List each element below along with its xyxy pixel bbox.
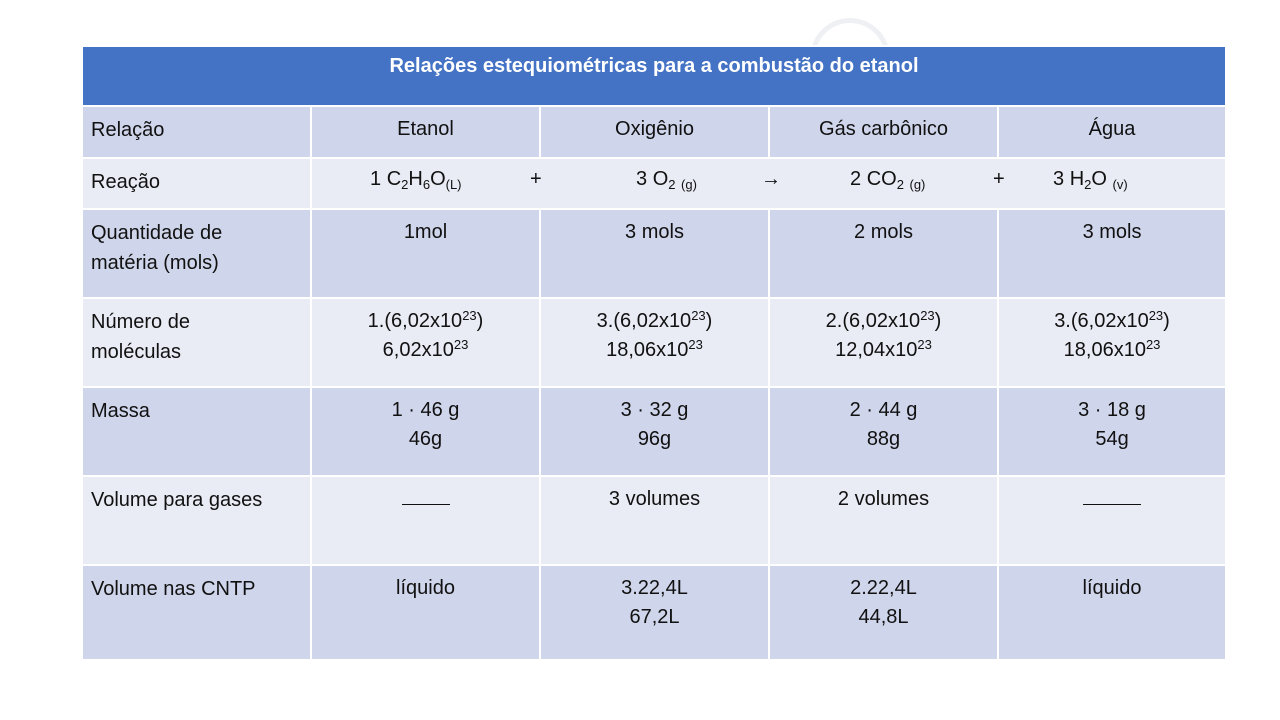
reaction-equation: 1 C2H6O(L) + 3 O2 (g) → 2 CO2 (g) + 3 H2… [309, 157, 1228, 210]
reaction-row: Reação 1 C2H6O(L) + 3 O2 (g) → 2 CO2 (g)… [81, 157, 1228, 210]
formula-carbon-dioxide: 2 CO2 (g) [850, 168, 926, 192]
cntp-carbon-dioxide: 2.22,4L 44,8L [768, 564, 999, 661]
row-label-gas-volume: Volume para gases [81, 475, 312, 566]
plus-sign: + [993, 168, 1005, 190]
quantity-oxygen: 3 mols [539, 208, 770, 299]
row-label-cntp: Volume nas CNTP [81, 564, 312, 661]
mass-ethanol: 1 · 46 g 46g [310, 386, 541, 477]
molecules-carbon-dioxide: 2.(6,02x1023) 12,04x1023 [768, 297, 999, 388]
formula-ethanol: 1 C2H6O(L) [370, 168, 462, 192]
mass-oxygen: 3 · 32 g 96g [539, 386, 770, 477]
row-label-molecules: Número de moléculas [81, 297, 312, 388]
table-header-row: Relação Etanol Oxigênio Gás carbônico Ág… [81, 105, 1228, 159]
mass-carbon-dioxide: 2 · 44 g 88g [768, 386, 999, 477]
header-relation: Relação [81, 105, 312, 159]
header-ethanol: Etanol [310, 105, 541, 159]
quantity-water: 3 mols [996, 208, 1228, 299]
cntp-ethanol: líquido [310, 564, 541, 661]
reaction-arrow-icon: → [761, 168, 781, 190]
gas-volume-ethanol [310, 475, 541, 566]
mass-water: 3 · 18 g 54g [996, 386, 1228, 477]
row-label-mass: Massa [81, 386, 312, 477]
molecules-water: 3.(6,02x1023) 18,06x1023 [996, 297, 1228, 388]
plus-sign: + [530, 168, 542, 190]
molecules-row: Número de moléculas 1.(6,02x1023) 6,02x102… [81, 297, 1228, 388]
header-oxygen: Oxigênio [539, 105, 770, 159]
cntp-water: líquido [996, 564, 1228, 661]
cntp-oxygen: 3.22,4L 67,2L [539, 564, 770, 661]
blank-line [1083, 486, 1142, 505]
cntp-row: Volume nas CNTP líquido 3.22,4L 67,2L 2.2… [81, 564, 1228, 661]
gas-volume-water [996, 475, 1228, 566]
row-label-reaction: Reação [81, 157, 312, 210]
gas-volume-row: Volume para gases 3 volumes 2 volumes [81, 475, 1228, 566]
formula-oxygen: 3 O2 (g) [636, 168, 697, 192]
molecules-oxygen: 3.(6,02x1023) 18,06x1023 [539, 297, 770, 388]
quantity-ethanol: 1mol [310, 208, 541, 299]
quantity-row: Quantidade de matéria (mols) 1mol 3 mols … [81, 208, 1228, 299]
stoichiometry-table: Relações estequiométricas para a combust… [80, 45, 1228, 661]
header-water: Água [996, 105, 1228, 159]
quantity-carbon-dioxide: 2 mols [768, 208, 999, 299]
row-label-quantity: Quantidade de matéria (mols) [81, 208, 312, 299]
blank-line [401, 486, 450, 505]
table-title: Relações estequiométricas para a combust… [80, 45, 1228, 107]
gas-volume-carbon-dioxide: 2 volumes [768, 475, 999, 566]
header-carbon-dioxide: Gás carbônico [768, 105, 999, 159]
gas-volume-oxygen: 3 volumes [539, 475, 770, 566]
molecules-ethanol: 1.(6,02x1023) 6,02x1023 [310, 297, 541, 388]
formula-water: 3 H2O (v) [1053, 168, 1128, 192]
mass-row: Massa 1 · 46 g 46g 3 · 32 g 96g 2 · 44 g 88… [81, 386, 1228, 477]
